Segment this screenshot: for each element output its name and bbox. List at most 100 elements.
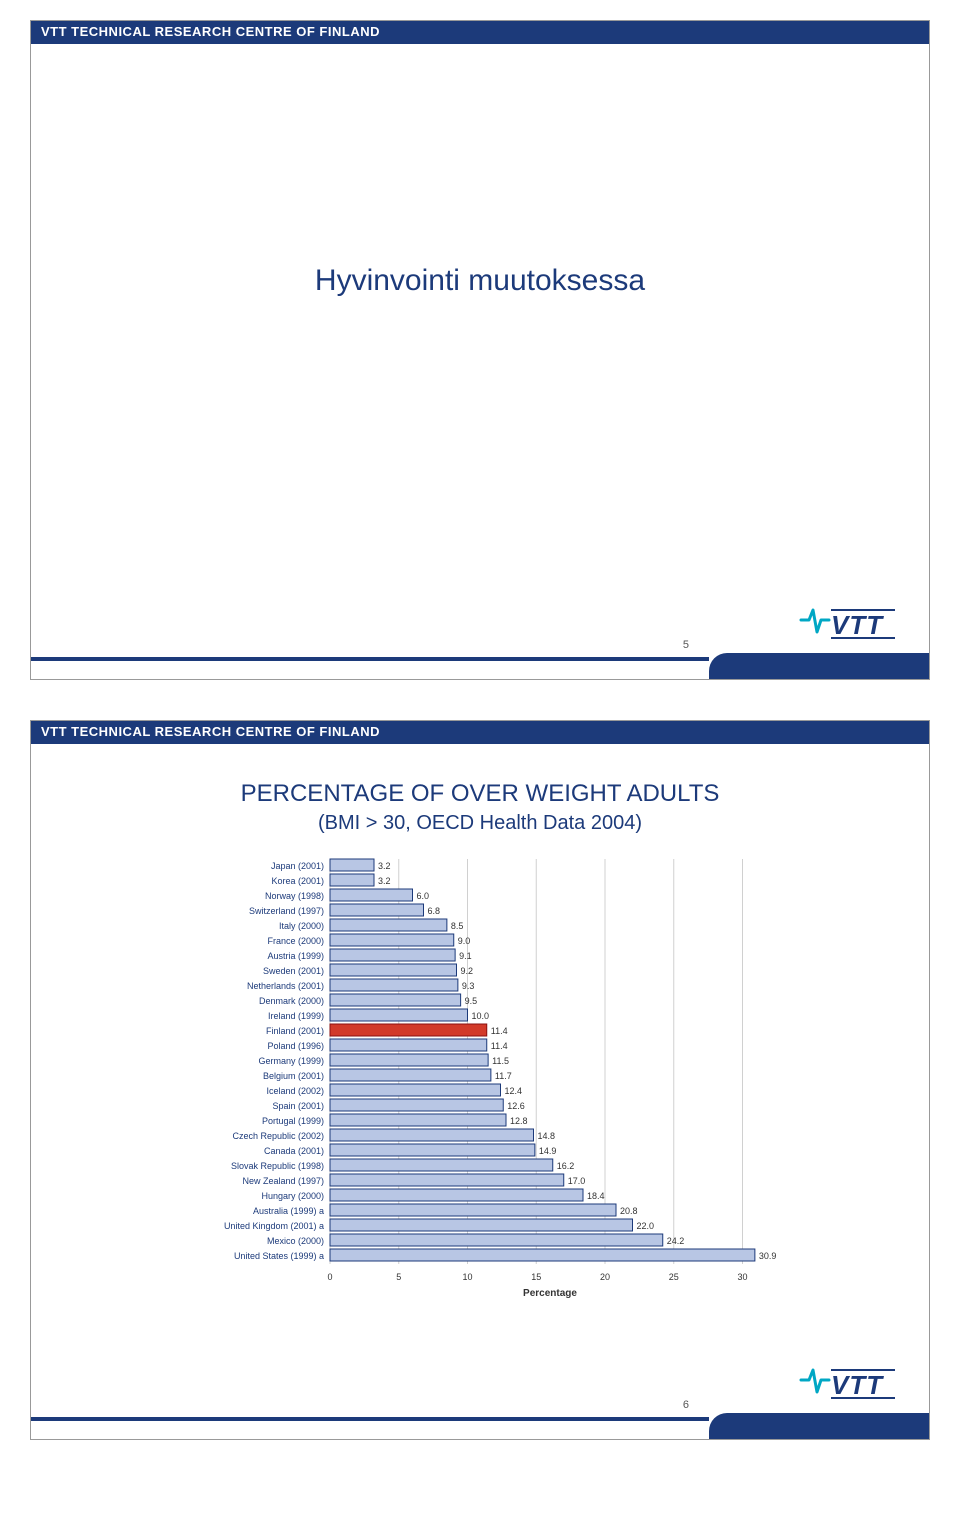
- bar-value: 10.0: [472, 1011, 490, 1021]
- bar-value: 20.8: [620, 1206, 638, 1216]
- bar-label: New Zealand (1997): [242, 1176, 324, 1186]
- svg-text:0: 0: [327, 1272, 332, 1282]
- bar-label: Germany (1999): [258, 1056, 324, 1066]
- bar-label: United States (1999) a: [234, 1251, 324, 1261]
- bar-value: 11.4: [491, 1026, 508, 1036]
- bar-value: 12.8: [510, 1116, 528, 1126]
- bar-value: 22.0: [637, 1221, 655, 1231]
- bar-label: Ireland (1999): [268, 1011, 324, 1021]
- slide1-title: Hyvinvointi muutoksessa: [31, 264, 929, 298]
- page-number: 6: [683, 1399, 689, 1411]
- bar-value: 18.4: [587, 1191, 605, 1201]
- bar-value: 12.4: [505, 1086, 523, 1096]
- footer-block: [709, 653, 929, 679]
- bar-value: 24.2: [667, 1236, 685, 1246]
- bar-label: Korea (2001): [271, 876, 324, 886]
- header-text: VTT TECHNICAL RESEARCH CENTRE OF FINLAND: [41, 724, 380, 739]
- header-rule: [31, 42, 929, 44]
- page-number: 5: [683, 639, 689, 651]
- bar-label: Portugal (1999): [262, 1116, 324, 1126]
- bar-label: Mexico (2000): [267, 1236, 324, 1246]
- bar: [330, 904, 424, 916]
- bar-value: 11.7: [495, 1071, 512, 1081]
- bar: [330, 1054, 488, 1066]
- bar-label: Norway (1998): [265, 891, 324, 901]
- bar-label: Slovak Republic (1998): [231, 1161, 324, 1171]
- bar: [330, 979, 458, 991]
- slide-1: VTT TECHNICAL RESEARCH CENTRE OF FINLAND…: [30, 20, 930, 680]
- bar-value: 9.1: [459, 951, 472, 961]
- bar-value: 9.0: [458, 936, 471, 946]
- svg-text:20: 20: [600, 1272, 610, 1282]
- bar: [330, 874, 374, 886]
- bar: [330, 859, 374, 871]
- chart-subtitle: (BMI > 30, OECD Health Data 2004): [31, 812, 929, 835]
- bar-label: Iceland (2002): [266, 1086, 324, 1096]
- bar: [330, 1069, 491, 1081]
- bar: [330, 964, 457, 976]
- bar-value: 11.5: [492, 1056, 509, 1066]
- bar: [330, 1039, 487, 1051]
- bar: [330, 1024, 487, 1036]
- footer-band: [31, 1413, 929, 1439]
- bar-value: 17.0: [568, 1176, 586, 1186]
- bar: [330, 994, 461, 1006]
- svg-text:VTT: VTT: [831, 610, 884, 640]
- x-axis-label: Percentage: [523, 1288, 577, 1299]
- bar: [330, 1249, 755, 1261]
- slide-2: VTT TECHNICAL RESEARCH CENTRE OF FINLAND…: [30, 720, 930, 1440]
- bar-label: Czech Republic (2002): [232, 1131, 324, 1141]
- bar: [330, 949, 455, 961]
- header-band: VTT TECHNICAL RESEARCH CENTRE OF FINLAND: [31, 721, 929, 742]
- footer-block: [709, 1413, 929, 1439]
- bar: [330, 1234, 663, 1246]
- bar-label: Australia (1999) a: [253, 1206, 324, 1216]
- bar-label: Finland (2001): [266, 1026, 324, 1036]
- bar-label: Poland (1996): [267, 1041, 324, 1051]
- svg-text:25: 25: [669, 1272, 679, 1282]
- vtt-logo: VTT: [799, 602, 899, 647]
- bar: [330, 1099, 503, 1111]
- bar-label: Netherlands (2001): [247, 981, 324, 991]
- bar: [330, 889, 413, 901]
- bar: [330, 1174, 564, 1186]
- bar: [330, 1114, 506, 1126]
- bar-label: United Kingdom (2001) a: [224, 1221, 324, 1231]
- bar-value: 16.2: [557, 1161, 575, 1171]
- bar-value: 9.3: [462, 981, 475, 991]
- bar-label: Sweden (2001): [263, 966, 324, 976]
- svg-text:15: 15: [531, 1272, 541, 1282]
- bar-label: Switzerland (1997): [249, 906, 324, 916]
- svg-text:30: 30: [737, 1272, 747, 1282]
- bar-value: 6.0: [417, 891, 430, 901]
- svg-text:VTT: VTT: [831, 1370, 884, 1400]
- bar: [330, 919, 447, 931]
- header-rule: [31, 742, 929, 744]
- bar: [330, 1129, 534, 1141]
- chart-title: PERCENTAGE OF OVER WEIGHT ADULTS: [51, 780, 909, 808]
- bar-label: Austria (1999): [267, 951, 324, 961]
- bar: [330, 934, 454, 946]
- bar-value: 9.2: [461, 966, 474, 976]
- bar: [330, 1084, 501, 1096]
- bar-value: 11.4: [491, 1041, 508, 1051]
- bar: [330, 1159, 553, 1171]
- bar-value: 14.8: [538, 1131, 556, 1141]
- svg-text:5: 5: [396, 1272, 401, 1282]
- bar-label: Hungary (2000): [261, 1191, 324, 1201]
- svg-text:10: 10: [462, 1272, 472, 1282]
- bar-value: 12.6: [507, 1101, 525, 1111]
- bar-label: Canada (2001): [264, 1146, 324, 1156]
- bar-label: Japan (2001): [271, 861, 324, 871]
- header-band: VTT TECHNICAL RESEARCH CENTRE OF FINLAND: [31, 21, 929, 42]
- bar: [330, 1189, 583, 1201]
- bar-label: Spain (2001): [272, 1101, 324, 1111]
- bar-value: 14.9: [539, 1146, 557, 1156]
- bar-label: France (2000): [267, 936, 324, 946]
- vtt-logo: VTT: [799, 1362, 899, 1407]
- footer-rule: [31, 657, 709, 679]
- bar-chart: 051015202530Japan (2001)3.2Korea (2001)3…: [170, 851, 790, 1313]
- bar-value: 6.8: [428, 906, 441, 916]
- bar-label: Belgium (2001): [263, 1071, 324, 1081]
- bar-value: 3.2: [378, 861, 391, 871]
